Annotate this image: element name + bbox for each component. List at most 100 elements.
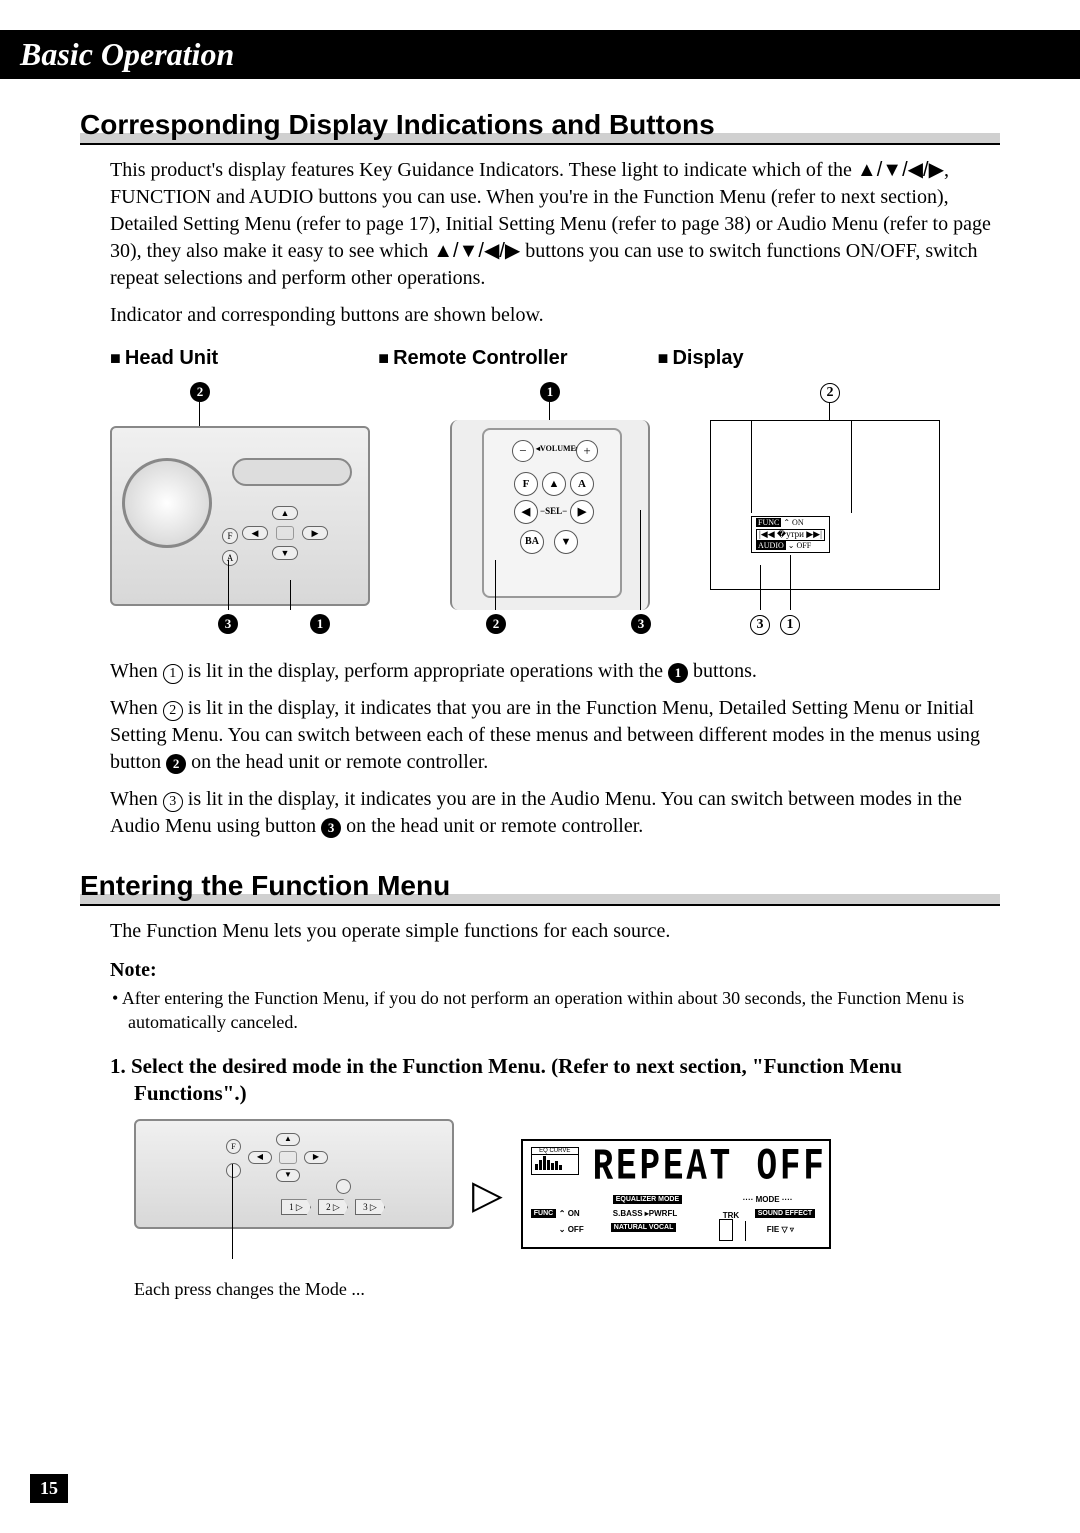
remote-inner: − ◂VOLUME▸ + F ▲ A ◀ −SEL− ▶ BA ▼ xyxy=(482,428,622,598)
lcd-main-text: REPEAT OFF xyxy=(593,1143,827,1192)
step-caption: Each press changes the Mode ... xyxy=(134,1279,1000,1300)
label: EQ CURVE xyxy=(532,1148,578,1155)
remote-diagram: 1 − ◂VOLUME▸ + F ▲ A ◀ −SEL− ▶ BA ▼ xyxy=(420,380,680,640)
callout-1-open: 1 xyxy=(780,612,800,635)
volume-label: ◂VOLUME▸ xyxy=(536,444,580,453)
explain-1: When 1 is lit in the display, perform ap… xyxy=(110,658,1000,685)
display-diagram: 2 FUNC ⌃ ON |◀◀ �утри ▶▶| AUDIO ⌄ OFF 3 … xyxy=(710,380,960,640)
chapter-banner: Basic Operation xyxy=(0,30,1080,79)
f-button: F xyxy=(514,472,538,496)
nav-icons: |◀◀ �утри ▶▶| xyxy=(756,529,825,541)
callout-3-open: 3 xyxy=(750,612,770,635)
lcd-display: EQ CURVE REPEAT OFF EQUALIZER MODE S.BAS… xyxy=(521,1139,831,1249)
circled-1-solid: 1 xyxy=(668,663,688,683)
explain-3: When 3 is lit in the display, it indicat… xyxy=(110,786,1000,840)
up-button: ▲ xyxy=(272,506,298,520)
label: Display xyxy=(672,347,743,369)
func-label: FUNC xyxy=(756,518,781,527)
natural-label: NATURAL VOCAL xyxy=(611,1223,677,1232)
sound-effect-label: SOUND EFFECT xyxy=(755,1209,815,1218)
circled-2-open: 2 xyxy=(163,701,183,721)
text: is lit in the display, perform appropria… xyxy=(183,660,668,682)
square-bullet-icon: ■ xyxy=(110,348,121,368)
circled-3-open: 3 xyxy=(163,792,183,812)
subhead-remote: ■Remote Controller xyxy=(378,347,567,370)
text: This product's display features Key Guid… xyxy=(110,159,857,181)
eq-mode-label: EQUALIZER MODE xyxy=(613,1195,682,1204)
circled-1-open: 1 xyxy=(163,664,183,684)
text: on the head unit or remote controller. xyxy=(341,815,643,837)
circled-2-solid: 2 xyxy=(166,754,186,774)
head-unit-diagram: 2 ▲ ◀ ▶ ▼ F A 3 1 xyxy=(110,380,390,640)
callout-2-solid: 2 xyxy=(486,612,506,634)
callout-1-solid: 1 xyxy=(310,612,330,634)
track-box-icon xyxy=(719,1219,733,1241)
f-button: F xyxy=(222,528,238,544)
down-button: ▼ xyxy=(276,1169,300,1182)
right-button: ▶ xyxy=(570,500,594,524)
vol-down-button: − xyxy=(512,440,534,462)
sel-label: −SEL− xyxy=(540,506,567,516)
a-button: A xyxy=(570,472,594,496)
sbass-text: S.BASS ▸PWRFL xyxy=(613,1209,677,1218)
fie-text: FIE ▽ ▿ xyxy=(767,1225,794,1234)
section1-paragraph-2: Indicator and corresponding buttons are … xyxy=(110,302,1000,329)
callout-2-solid: 2 xyxy=(190,380,210,402)
a-button: A xyxy=(222,550,238,566)
callout-1-solid: 1 xyxy=(540,380,560,402)
right-button: ▶ xyxy=(302,526,328,540)
off-indicator: ⌄ OFF xyxy=(559,1225,584,1234)
a-button xyxy=(226,1163,241,1178)
arrow-right-icon: ▷ xyxy=(472,1171,503,1218)
display-indicator-panel: FUNC ⌃ ON |◀◀ �утри ▶▶| AUDIO ⌄ OFF xyxy=(751,516,830,553)
off-label: OFF xyxy=(796,541,811,550)
callout-3-solid: 3 xyxy=(631,612,651,634)
circled-3-solid: 3 xyxy=(321,818,341,838)
f-button: F xyxy=(226,1139,241,1154)
callout-3-solid: 3 xyxy=(218,612,238,634)
display-frame: FUNC ⌃ ON |◀◀ �утри ▶▶| AUDIO ⌄ OFF xyxy=(710,420,940,590)
vol-up-button: + xyxy=(576,440,598,462)
diagram-subheads: ■Head Unit ■Remote Controller ■Display xyxy=(110,347,1000,370)
left-button: ◀ xyxy=(242,526,268,540)
text: When xyxy=(110,660,163,682)
preset-3: 3 ▷ xyxy=(355,1199,385,1215)
text: on the head unit or remote controller. xyxy=(186,751,488,773)
note-heading: Note: xyxy=(110,959,1000,982)
label: Remote Controller xyxy=(393,347,567,369)
arrow-glyphs: ▲/▼/◀/▶ xyxy=(857,159,944,181)
callout-2-open: 2 xyxy=(820,380,840,403)
preset-1: 1 ▷ xyxy=(281,1199,311,1215)
on-label: ON xyxy=(792,518,804,527)
on-indicator: ⌃ ON xyxy=(559,1209,580,1218)
audio-label: AUDIO xyxy=(756,541,786,550)
left-button: ◀ xyxy=(248,1151,272,1164)
mini-head-unit: ▲ ◀ ▶ ▼ F 1 ▷ 2 ▷ 3 ▷ xyxy=(134,1119,454,1229)
diagram-row: 2 ▲ ◀ ▶ ▼ F A 3 1 1 − xyxy=(110,380,1000,640)
divider xyxy=(745,1221,746,1241)
arrow-glyphs: ▲/▼/◀/▶ xyxy=(433,240,520,262)
step-1: 1. Select the desired mode in the Functi… xyxy=(110,1053,1000,1108)
step-diagram-row: ▲ ◀ ▶ ▼ F 1 ▷ 2 ▷ 3 ▷ ▷ EQ CURVE xyxy=(134,1119,1000,1269)
remote-frame: − ◂VOLUME▸ + F ▲ A ◀ −SEL− ▶ BA ▼ xyxy=(450,420,650,610)
note-item-1: • After entering the Function Menu, if y… xyxy=(128,986,1000,1035)
text: When xyxy=(110,788,163,810)
center-pad xyxy=(279,1151,297,1164)
left-button: ◀ xyxy=(514,500,538,524)
section1-paragraph-1: This product's display features Key Guid… xyxy=(110,157,1000,292)
disc-slot-icon xyxy=(232,458,352,486)
head-unit-frame: ▲ ◀ ▶ ▼ F A xyxy=(110,426,370,606)
explain-2: When 2 is lit in the display, it indicat… xyxy=(110,695,1000,776)
section-title-1: Corresponding Display Indications and Bu… xyxy=(80,109,1000,145)
mode-text: ···· MODE ···· xyxy=(743,1195,793,1204)
volume-dial-icon xyxy=(122,458,212,548)
down-button: ▼ xyxy=(272,546,298,560)
subhead-display: ■Display xyxy=(658,347,744,370)
ba-button: BA xyxy=(520,530,544,554)
up-button: ▲ xyxy=(276,1133,300,1146)
up-button: ▲ xyxy=(542,472,566,496)
page-number: 15 xyxy=(30,1474,68,1503)
misc-button xyxy=(336,1179,351,1194)
text: After entering the Function Menu, if you… xyxy=(122,988,964,1032)
down-button: ▼ xyxy=(554,530,578,554)
